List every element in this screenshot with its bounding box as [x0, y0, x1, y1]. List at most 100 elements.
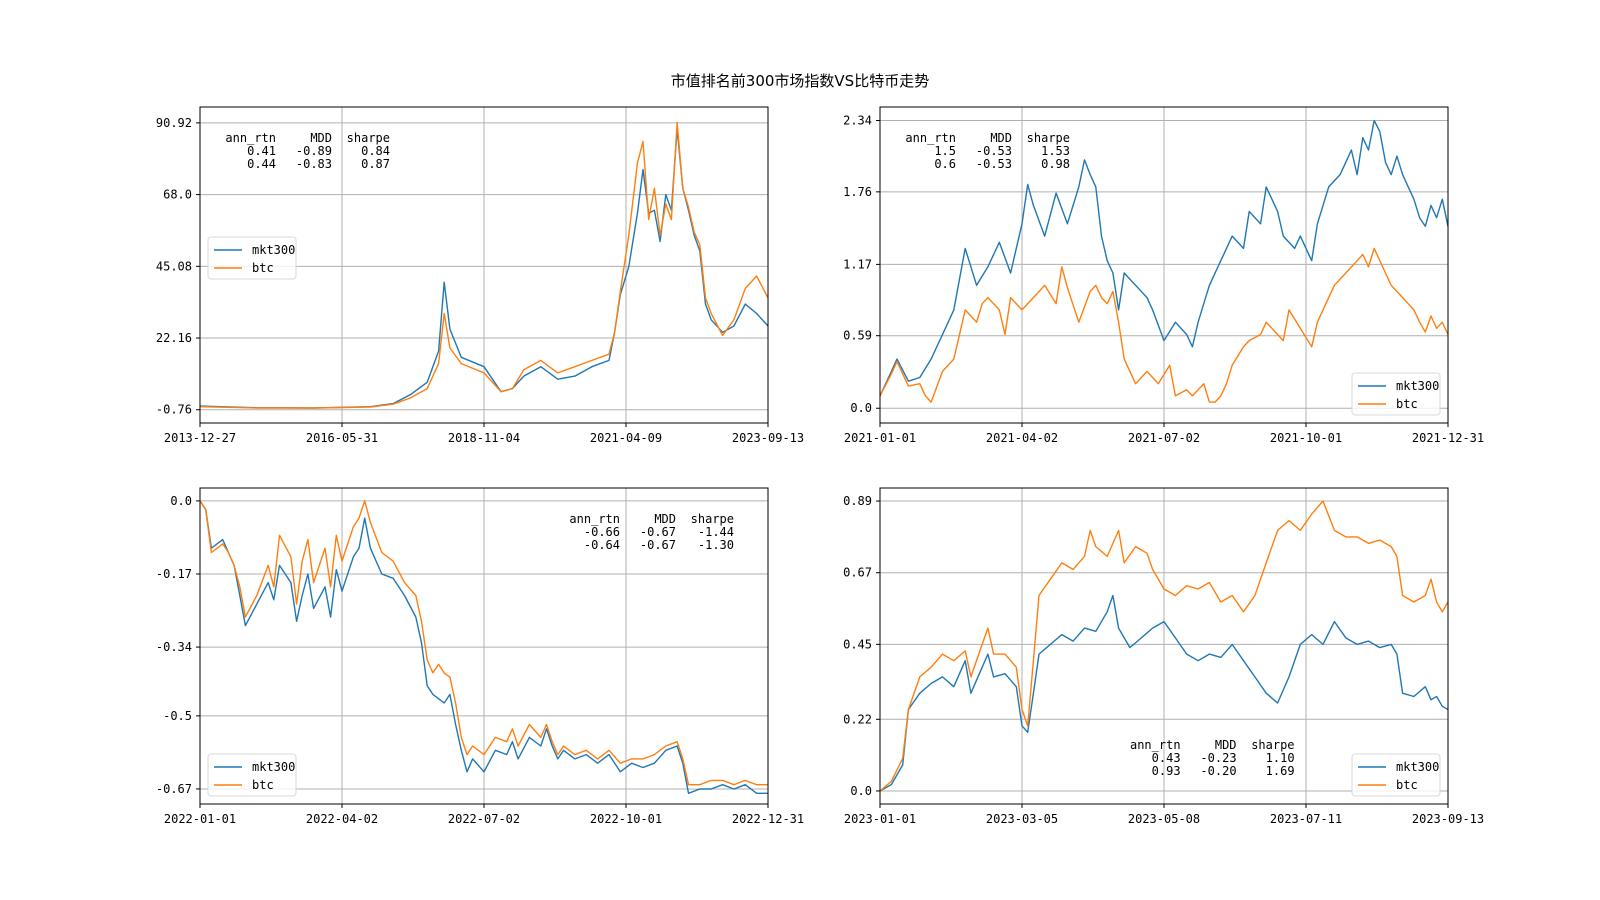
y-tick-label: 90.92: [156, 116, 192, 130]
stats-header-cell: ann_rtn: [569, 512, 620, 526]
stats-header-cell: sharpe: [347, 131, 390, 145]
stats-value-cell: 0.93: [1152, 764, 1181, 778]
x-tick-label: 2021-12-31: [1412, 431, 1484, 445]
x-tick-label: 2021-01-01: [844, 431, 916, 445]
stats-header-cell: MDD: [654, 512, 676, 526]
figure-title: 市值排名前300市场指数VS比特币走势: [670, 72, 930, 90]
stats-value-cell: 0.43: [1152, 751, 1181, 765]
legend: mkt300 btc: [1351, 372, 1441, 416]
stats-value-cell: 0.44: [247, 157, 276, 171]
subplot-4: 2023-01-01 2023-03-05 2023-05-08 2023-07-11…: [843, 487, 1484, 826]
y-tick-label: 0.67: [843, 566, 872, 580]
y-tick-label: 0.59: [843, 329, 872, 343]
stats-value-cell: 1.10: [1266, 751, 1295, 765]
x-tick-label: 2013-12-27: [164, 431, 236, 445]
x-tick-label: 2022-07-02: [448, 812, 520, 826]
stats-value-cell: 0.98: [1041, 157, 1070, 171]
y-tick-label: -0.5: [163, 709, 192, 723]
x-tick-label: 2021-04-02: [986, 431, 1058, 445]
legend: mkt300 btc: [1351, 753, 1441, 797]
x-tick-label: 2021-07-02: [1128, 431, 1200, 445]
stats-value-cell: -0.53: [976, 144, 1012, 158]
y-tick-label: 22.16: [156, 331, 192, 345]
y-tick-label: 0.22: [843, 712, 872, 726]
stats-table: ann_rtn MDD sharpe 0.43 -0.23 1.10 0.93 -0.20 1.…: [1130, 738, 1295, 778]
stats-value-cell: 0.6: [934, 157, 956, 171]
x-tick-label: 2021-10-01: [1270, 431, 1342, 445]
y-tick-label: 2.34: [843, 114, 872, 128]
x-tick-label: 2023-09-13: [732, 431, 804, 445]
series-line-btc: [879, 500, 1449, 792]
y-tick-label: 0.0: [850, 784, 872, 798]
stats-header-cell: ann_rtn: [905, 131, 956, 145]
x-tick-label: 2023-05-08: [1128, 812, 1200, 826]
legend-label-mkt300: mkt300: [252, 760, 295, 774]
stats-value-cell: -0.64: [584, 538, 620, 552]
stats-value-cell: -1.44: [698, 525, 734, 539]
x-tick-label: 2022-10-01: [590, 812, 662, 826]
x-tick-label: 2022-04-02: [306, 812, 378, 826]
y-tick-label: 68.0: [163, 188, 192, 202]
axes-frame: [199, 106, 769, 424]
stats-value-cell: 0.41: [247, 144, 276, 158]
series-line-btc: [879, 247, 1449, 403]
stats-value-cell: -1.30: [698, 538, 734, 552]
stats-header-cell: sharpe: [691, 512, 734, 526]
x-tick-label: 2022-01-01: [164, 812, 236, 826]
series-line-btc: [199, 500, 768, 786]
stats-value-cell: 1.53: [1041, 144, 1070, 158]
y-tick-label: 0.45: [843, 637, 872, 651]
x-tick-label: 2023-07-11: [1270, 812, 1342, 826]
y-tick-label: 1.76: [843, 185, 872, 199]
subplot-3: 2022-01-01 2022-04-02 2022-07-02 2022-10-01…: [156, 487, 804, 826]
legend-label-btc: btc: [252, 261, 274, 275]
stats-value-cell: -0.83: [296, 157, 332, 171]
stats-value-cell: -0.23: [1200, 751, 1236, 765]
stats-value-cell: -0.67: [640, 525, 676, 539]
subplot-1: 2013-12-27 2016-05-31 2018-11-04 2021-04-09…: [156, 106, 804, 445]
stats-value-cell: -0.66: [584, 525, 620, 539]
series-line-mkt300: [879, 119, 1449, 397]
legend-label-mkt300: mkt300: [1396, 379, 1439, 393]
stats-value-cell: 0.87: [361, 157, 390, 171]
y-tick-label: -0.76: [156, 403, 192, 417]
x-tick-label: 2016-05-31: [306, 431, 378, 445]
y-tick-label: -0.67: [156, 782, 192, 796]
x-tick-label: 2021-04-09: [590, 431, 662, 445]
y-tick-label: 0.0: [850, 401, 872, 415]
stats-table: ann_rtn MDD sharpe -0.66 -0.67 -1.44 -0.64 -0.6…: [569, 512, 734, 552]
stats-value-cell: 1.69: [1266, 764, 1295, 778]
legend-label-btc: btc: [252, 778, 274, 792]
stats-value-cell: -0.20: [1200, 764, 1236, 778]
y-tick-label: 0.0: [170, 494, 192, 508]
axes-frame: [879, 106, 1449, 424]
series-line-mkt300: [879, 594, 1449, 792]
axes-frame: [199, 487, 769, 805]
legend: mkt300 btc: [207, 236, 297, 280]
subplot-2: 2021-01-01 2021-04-02 2021-07-02 2021-10-01…: [843, 106, 1484, 445]
y-tick-label: 45.08: [156, 259, 192, 273]
stats-header-cell: ann_rtn: [1130, 738, 1181, 752]
x-tick-label: 2023-09-13: [1412, 812, 1484, 826]
stats-value-cell: -0.53: [976, 157, 1012, 171]
series-line-mkt300: [199, 500, 768, 794]
stats-header-cell: MDD: [310, 131, 332, 145]
legend-label-btc: btc: [1396, 778, 1418, 792]
legend: mkt300 btc: [207, 753, 297, 797]
legend-label-mkt300: mkt300: [1396, 760, 1439, 774]
y-tick-label: 1.17: [843, 257, 872, 271]
stats-value-cell: 1.5: [934, 144, 956, 158]
y-tick-label: -0.34: [156, 640, 192, 654]
stats-header-cell: ann_rtn: [225, 131, 276, 145]
x-tick-label: 2022-12-31: [732, 812, 804, 826]
series-line-btc: [199, 121, 769, 409]
stats-value-cell: -0.89: [296, 144, 332, 158]
y-tick-label: -0.17: [156, 567, 192, 581]
x-tick-label: 2018-11-04: [448, 431, 520, 445]
stats-table: ann_rtn MDD sharpe 1.5 -0.53 1.53 0.6 -0.53 0.98: [905, 131, 1070, 171]
y-tick-label: 0.89: [843, 494, 872, 508]
stats-header-cell: sharpe: [1251, 738, 1294, 752]
axes-frame: [879, 487, 1449, 805]
x-tick-label: 2023-01-01: [844, 812, 916, 826]
